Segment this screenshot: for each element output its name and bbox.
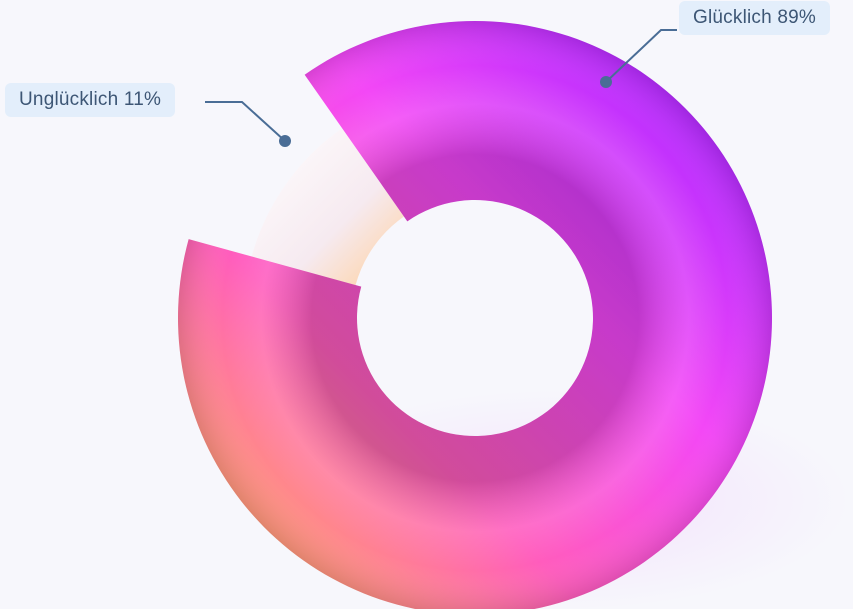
gluecklich-leader-dot [600, 76, 612, 88]
slice-gluecklich-shading [178, 21, 772, 609]
slice-ungluecklich [251, 128, 404, 286]
ungluecklich-leader-line [205, 101, 286, 142]
ungluecklich-leader-dot [279, 135, 291, 147]
gluecklich-leader-line [605, 29, 677, 83]
label-gluecklich: Glücklich 89% [679, 1, 830, 35]
label-ungluecklich: Unglücklich 11% [5, 83, 176, 117]
